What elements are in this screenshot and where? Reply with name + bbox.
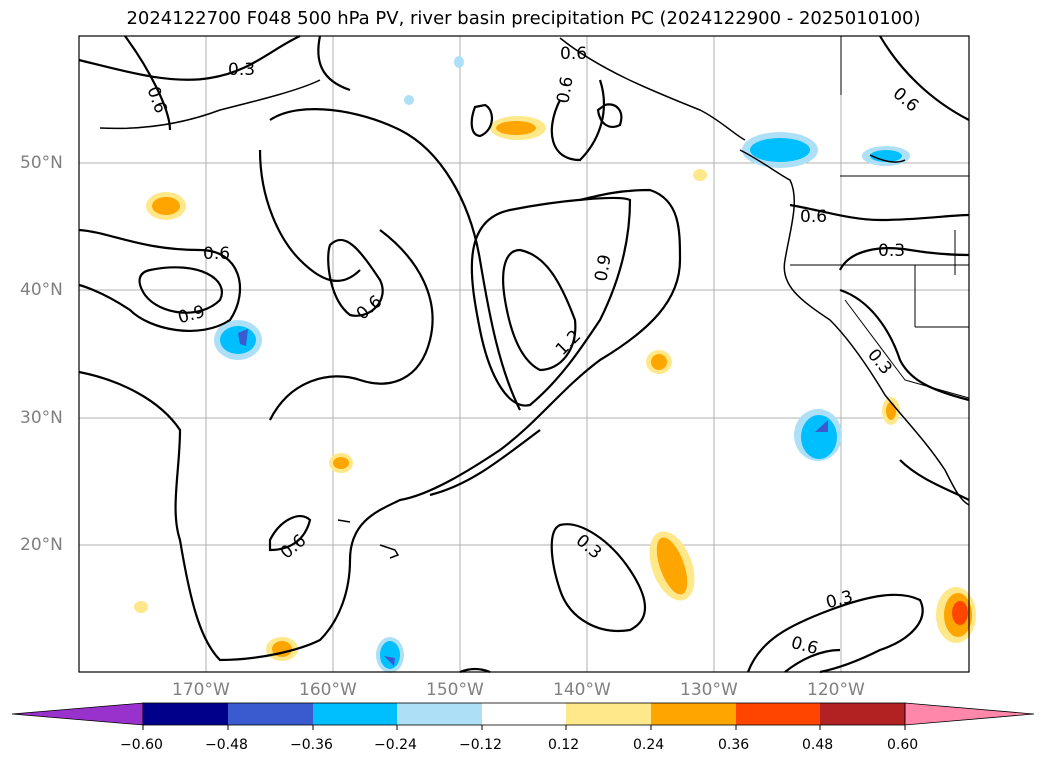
colorbar-tick-label: −0.12 bbox=[459, 737, 502, 753]
lat-label: 30°N bbox=[20, 408, 63, 428]
lat-label: 20°N bbox=[20, 535, 63, 555]
colorbar-tick-label: 0.60 bbox=[887, 737, 919, 753]
map-frame bbox=[78, 35, 970, 673]
contour-label: 0.3 bbox=[878, 241, 906, 261]
contour-label: 0.3 bbox=[228, 60, 256, 80]
colorbar bbox=[11, 702, 1035, 730]
precip-patches bbox=[134, 56, 976, 673]
map-title: 2024122700 F048 500 hPa PV, river basin … bbox=[126, 8, 921, 29]
lon-label: 160°W bbox=[299, 680, 357, 700]
colorbar-tick-label: −0.48 bbox=[205, 737, 248, 753]
contour-label: 0.6 bbox=[203, 244, 231, 264]
colorbar-extend-low bbox=[11, 702, 144, 726]
colorbar-tick-label: 0.24 bbox=[633, 737, 665, 753]
lat-label: 50°N bbox=[20, 153, 63, 173]
lon-label: 130°W bbox=[680, 680, 738, 700]
coastlines bbox=[99, 37, 970, 559]
lon-label: 140°W bbox=[553, 680, 611, 700]
contour-label: 0.6 bbox=[560, 44, 588, 64]
colorbar-tick-label: 0.48 bbox=[802, 737, 834, 753]
colorbar-tick-label: −0.60 bbox=[120, 737, 163, 753]
colorbar-tick-label: 0.12 bbox=[548, 737, 580, 753]
lat-label: 40°N bbox=[20, 280, 63, 300]
contour-label: 0.6 bbox=[800, 207, 828, 227]
lon-label: 170°W bbox=[172, 680, 230, 700]
colorbar-tick-label: −0.36 bbox=[290, 737, 333, 753]
lon-label: 150°W bbox=[426, 680, 484, 700]
colorbar-tick-label: 0.36 bbox=[718, 737, 750, 753]
pv-contours bbox=[78, 35, 970, 674]
lon-label: 120°W bbox=[807, 680, 865, 700]
colorbar-tick-label: −0.24 bbox=[374, 737, 417, 753]
colorbar-extend-high bbox=[904, 702, 1035, 726]
borders bbox=[790, 36, 970, 399]
